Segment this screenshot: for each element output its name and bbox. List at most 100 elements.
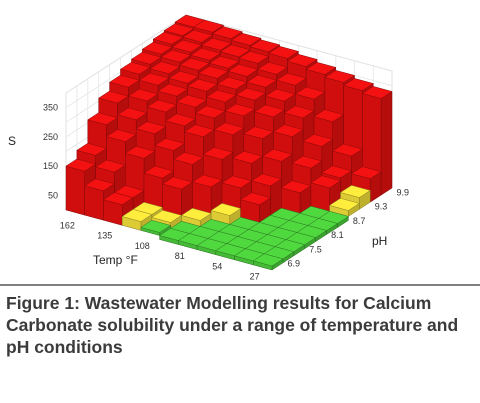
bar3d-plot: 6.9 7.5 8.1 8.7 9.3 9.9 27 54 81 108 135 162 50 150… bbox=[8, 14, 410, 282]
bar-face-top bbox=[179, 57, 211, 71]
bar-face-top bbox=[98, 90, 130, 104]
bar-face-side bbox=[84, 185, 104, 221]
bar bbox=[140, 220, 172, 236]
bar-face-top bbox=[321, 165, 353, 179]
bar-face-top bbox=[264, 88, 296, 102]
bar-face-top bbox=[342, 78, 374, 91]
s-tick-label: 50 bbox=[48, 190, 58, 200]
temp-tick-label: 81 bbox=[175, 251, 185, 261]
temp-tick-label: 162 bbox=[60, 221, 75, 231]
bar-face-top bbox=[94, 159, 126, 173]
bar-face-top bbox=[250, 173, 282, 187]
bar-face-top bbox=[232, 150, 264, 164]
s-tick-labels: 50 150 250 350 bbox=[43, 103, 58, 201]
bar-face-top bbox=[286, 54, 318, 67]
ph-tick-label: 9.3 bbox=[375, 202, 388, 212]
bar-face-top bbox=[197, 65, 229, 79]
bar-face-top bbox=[235, 87, 267, 101]
bar-face-top bbox=[191, 174, 223, 188]
bar-face-top bbox=[163, 23, 195, 36]
bar-face-top bbox=[257, 61, 289, 75]
bar-face-top bbox=[165, 113, 197, 127]
ph-tick-label: 6.9 bbox=[288, 259, 301, 269]
bar-face-top bbox=[230, 32, 262, 46]
bar-face-top bbox=[219, 44, 251, 58]
bar-face-top bbox=[268, 46, 300, 59]
bar-face-top bbox=[135, 121, 167, 135]
caption-divider bbox=[0, 284, 480, 286]
bar-face-top bbox=[254, 104, 286, 118]
bar-face-top bbox=[87, 112, 119, 126]
bar-face-top bbox=[162, 176, 194, 190]
bar-face-top bbox=[124, 146, 156, 159]
bar-face-top bbox=[121, 209, 153, 222]
bar-face-top bbox=[302, 134, 334, 147]
bar-face-top bbox=[216, 76, 248, 90]
bar-face-top bbox=[140, 220, 172, 233]
bar-face-top bbox=[76, 142, 108, 156]
bar-face-top bbox=[160, 49, 192, 63]
chart-figure: 6.9 7.5 8.1 8.7 9.3 9.9 27 54 81 108 135 162 50 150… bbox=[0, 14, 480, 286]
bar-face-top bbox=[200, 37, 232, 51]
ph-tick-label: 8.7 bbox=[353, 216, 366, 226]
bar-face-side bbox=[65, 165, 85, 216]
bar-face-top bbox=[127, 88, 159, 102]
bar-face-top bbox=[249, 39, 281, 53]
bar-face-top bbox=[280, 180, 312, 194]
s-tick-label: 150 bbox=[43, 161, 58, 171]
bar-face-top bbox=[146, 99, 178, 113]
temp-tick-label: 135 bbox=[97, 231, 112, 241]
bar-face-top bbox=[152, 31, 184, 45]
s-tick-label: 250 bbox=[43, 132, 58, 142]
s-tick-label: 350 bbox=[43, 103, 58, 113]
bar-face-top bbox=[238, 50, 270, 64]
temp-tick-label: 108 bbox=[135, 241, 150, 251]
bar-face-top bbox=[205, 89, 237, 103]
bar-face-top bbox=[183, 124, 215, 138]
bar-face-top bbox=[65, 158, 97, 172]
bar-face-top bbox=[246, 74, 278, 88]
bar-face-top bbox=[210, 203, 242, 216]
bar-face-top bbox=[168, 70, 200, 84]
ph-axis-title: pH bbox=[372, 234, 387, 248]
bar-face-top bbox=[243, 126, 275, 139]
bar-face-top bbox=[182, 29, 214, 43]
bar-face-top bbox=[328, 198, 360, 211]
bar-face-top bbox=[193, 19, 225, 33]
bar-face-top bbox=[227, 63, 259, 77]
bar-face-top bbox=[190, 47, 222, 61]
ph-tick-label: 9.9 bbox=[397, 188, 410, 198]
bar-face-top bbox=[294, 86, 326, 100]
temp-tick-label: 54 bbox=[212, 261, 222, 271]
bar-face-top bbox=[350, 166, 382, 180]
bar bbox=[180, 208, 212, 227]
bar bbox=[240, 192, 272, 223]
bar-face-top bbox=[186, 78, 218, 92]
bar-face-top bbox=[361, 86, 393, 99]
bar-face-top bbox=[172, 152, 204, 165]
chart-bars bbox=[65, 14, 393, 271]
bar-face-top bbox=[272, 124, 304, 137]
bar-face-top bbox=[154, 138, 186, 151]
bar-face-top bbox=[176, 94, 208, 108]
bar-face-top bbox=[138, 72, 170, 86]
bar-face-top bbox=[149, 61, 181, 75]
bar bbox=[280, 180, 312, 214]
bar-face-top bbox=[171, 39, 203, 53]
bar-face-top bbox=[180, 208, 212, 221]
bar-face-top bbox=[305, 62, 337, 75]
bar-face-top bbox=[291, 155, 323, 169]
bar-face-top bbox=[143, 165, 175, 179]
bar-face-top bbox=[141, 41, 173, 55]
bar-face-top bbox=[84, 178, 116, 192]
ph-tick-label: 7.5 bbox=[309, 244, 322, 254]
bar-face-top bbox=[116, 107, 148, 121]
s-axis-title: S bbox=[8, 134, 16, 148]
bar-face-top bbox=[339, 185, 371, 198]
bar-face-top bbox=[102, 192, 134, 206]
bar-face-top bbox=[332, 143, 364, 157]
bar-face-top bbox=[283, 105, 315, 119]
bar-face-top bbox=[130, 51, 162, 65]
bar-face-top bbox=[261, 148, 293, 162]
bar-face-top bbox=[324, 70, 356, 83]
